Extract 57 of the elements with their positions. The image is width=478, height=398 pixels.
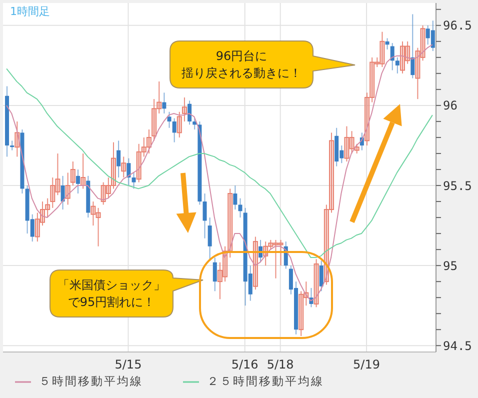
y-tick-label: 96 (443, 98, 458, 113)
candlestick (65, 172, 70, 206)
candlestick (182, 96, 187, 122)
candlestick (146, 128, 152, 154)
annotation: 「米国債ショック」で95円割れに！ (56, 276, 166, 310)
annotation: 96円台に揺り戻される動きに！ (180, 48, 302, 82)
candlestick (34, 212, 40, 242)
candlestick (96, 207, 101, 247)
chart-title: 1時間足 (10, 4, 50, 19)
candlestick (110, 142, 116, 190)
candlestick (380, 31, 385, 68)
candlestick (420, 24, 426, 62)
candlestick (364, 92, 370, 146)
candlestick (344, 126, 350, 162)
candlestick (40, 201, 46, 226)
candlestick (217, 262, 222, 300)
candlestick (268, 239, 274, 250)
candlestick (156, 80, 162, 114)
x-tick-label: 5/18 (266, 358, 294, 372)
candlestick (55, 152, 60, 196)
candlestick (50, 177, 56, 208)
candlestick (370, 56, 375, 103)
candlestick (278, 239, 284, 266)
y-tick-label: 94.5 (443, 338, 472, 353)
candlestick (405, 40, 410, 64)
candlestick (45, 198, 50, 218)
candlestick (100, 182, 106, 206)
legend-label: ２５時間移動平均線 (207, 374, 324, 389)
candlestick (106, 177, 111, 199)
legend-label: ５時間移動平均線 (39, 374, 143, 389)
y-tick-label: 95.5 (443, 178, 472, 193)
candlestick (314, 258, 319, 308)
candlestick (324, 204, 329, 286)
candlestick (228, 188, 233, 258)
candlestick (121, 156, 126, 178)
candlestick (349, 130, 354, 154)
candlestick (136, 143, 142, 183)
x-tick-label: 5/19 (353, 358, 380, 372)
candlestick (329, 132, 334, 214)
candlestick (176, 111, 182, 138)
candlestick (252, 236, 258, 290)
candlestick (415, 47, 420, 100)
x-tick-label: 5/16 (231, 358, 258, 372)
candlestick (273, 239, 278, 279)
x-tick-label: 5/15 (114, 358, 142, 372)
candlestick (400, 40, 405, 74)
candlestick (80, 152, 86, 190)
line-series (6, 68, 433, 258)
candlestick (141, 136, 146, 158)
candlestick (70, 160, 76, 186)
y-tick-label: 95 (443, 258, 458, 273)
candlestick (90, 201, 96, 226)
candlestick (374, 56, 380, 68)
candlestick (298, 290, 304, 336)
candlestick (354, 143, 360, 154)
candlestick (152, 98, 157, 142)
y-tick-label: 96.5 (443, 18, 472, 33)
